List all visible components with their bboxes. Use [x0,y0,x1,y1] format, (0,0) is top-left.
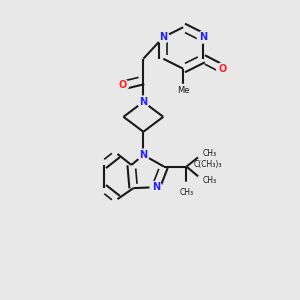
Text: O: O [119,80,127,90]
Circle shape [150,181,162,193]
Text: N: N [199,32,207,42]
Circle shape [137,149,149,161]
Circle shape [137,96,149,108]
Text: O: O [218,64,226,74]
Circle shape [181,182,192,194]
Circle shape [117,80,129,91]
Text: C(CH₃)₃: C(CH₃)₃ [194,160,222,169]
Text: N: N [139,150,147,160]
Circle shape [197,148,209,159]
Text: N: N [159,32,167,42]
Circle shape [158,32,169,43]
Circle shape [197,32,209,43]
Text: N: N [152,182,160,192]
Circle shape [217,63,228,75]
Text: CH₃: CH₃ [203,176,217,185]
Text: CH₃: CH₃ [179,188,194,197]
Text: N: N [139,97,147,107]
Circle shape [177,84,189,96]
Text: Me: Me [177,86,189,95]
Text: CH₃: CH₃ [203,149,217,158]
Circle shape [197,175,209,186]
